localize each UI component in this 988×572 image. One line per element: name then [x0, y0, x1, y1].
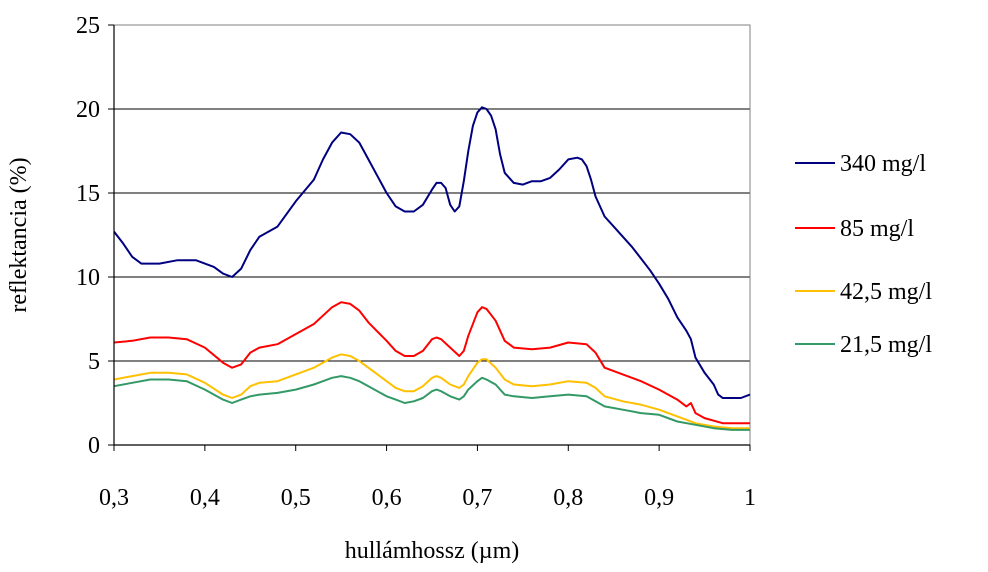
series-lines [113, 106, 751, 431]
legend-label: 340 mg/l [840, 151, 926, 177]
legend-label: 42,5 mg/l [840, 279, 932, 305]
y-tick-label: 20 [76, 97, 100, 123]
x-axis-label: hullámhossz (µm) [345, 538, 519, 564]
legend-item: 340 mg/l [795, 151, 926, 177]
legend-item: 42,5 mg/l [795, 279, 932, 305]
series-line-3 [113, 375, 750, 431]
y-tick-label: 0 [88, 433, 100, 459]
legend-item: 21,5 mg/l [795, 332, 932, 358]
x-tick-label: 0,7 [462, 485, 492, 511]
axes [113, 25, 750, 446]
series-line-1 [113, 301, 750, 425]
series-line-2 [113, 353, 750, 430]
x-tick-label: 0,4 [190, 485, 220, 511]
y-tick-label: 15 [76, 181, 100, 207]
legend-label: 21,5 mg/l [840, 332, 932, 358]
plot-area [113, 24, 751, 446]
gridlines [114, 108, 750, 362]
x-tick-labels: 0,3 0,4 0,5 0,6 0,7 0,8 0,9 1 [99, 445, 756, 511]
x-tick-label: 0,3 [99, 485, 129, 511]
x-tick-label: 0,5 [281, 485, 311, 511]
x-tick-label: 0,6 [372, 485, 402, 511]
y-tick-labels: 0 5 10 15 20 25 [76, 13, 114, 459]
y-axis-label: reflektancia (%) [6, 157, 32, 312]
series-line-0 [113, 106, 751, 399]
y-tick-label: 10 [76, 265, 100, 291]
y-tick-label: 25 [76, 13, 100, 39]
x-tick-label: 0,9 [644, 485, 674, 511]
x-tick-label: 1 [744, 485, 756, 511]
legend: 340 mg/l 85 mg/l 42,5 mg/l 21,5 mg/l [795, 151, 932, 358]
legend-item: 85 mg/l [795, 216, 914, 242]
x-tick-label: 0,8 [553, 485, 583, 511]
legend-label: 85 mg/l [840, 216, 914, 242]
y-tick-label: 5 [88, 349, 100, 375]
